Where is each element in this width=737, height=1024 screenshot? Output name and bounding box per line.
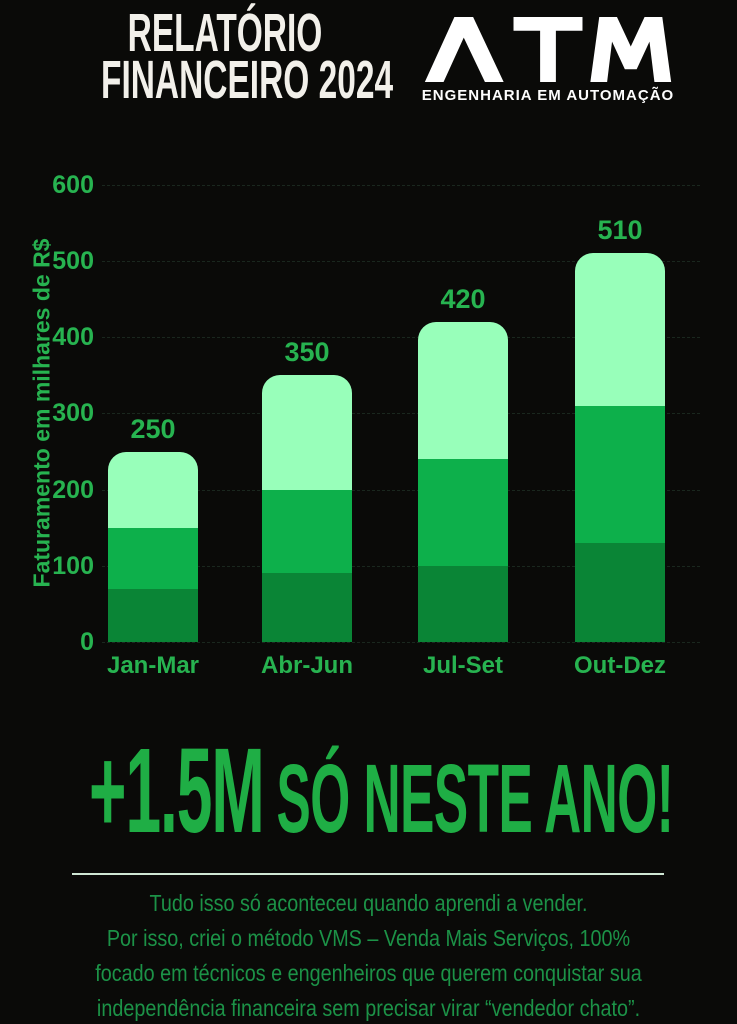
y-tick-label-500: 500 — [52, 247, 94, 275]
headline-value: +1.5M — [89, 722, 265, 858]
bar-chart: Faturamento em milhares de R$ 0 100 200 300… — [0, 160, 737, 685]
bar-segment-faixa-inferior-Jul-Set — [418, 565, 508, 642]
y-tick-label-0: 0 — [80, 628, 94, 656]
y-tick-label-200: 200 — [52, 475, 94, 504]
y-tick-label-300: 300 — [52, 399, 94, 428]
bar-segment-faixa-superior-Jul-Set — [418, 321, 508, 460]
bar-total-label-Out-Dez: 510 — [597, 215, 643, 246]
gridline-400 — [102, 337, 700, 339]
bar-total-label-Jan-Mar: 250 — [130, 413, 176, 444]
bar-segment-faixa-inferior-Out-Dez — [575, 542, 665, 642]
bar-segment-faixa-superior-Out-Dez — [575, 253, 665, 406]
y-tick-label-100: 100 — [52, 551, 94, 580]
bar-segment-faixa-inferior-Abr-Jun — [262, 573, 352, 642]
title-line-1: RELATÓRIO — [127, 3, 323, 63]
footer-paragraph: Tudo isso só aconteceu quando aprendi a … — [52, 886, 686, 1024]
headline: +1.5M SÓ NESTE ANO! — [0, 728, 737, 858]
company-logo: ENGENHARIA EM AUTOMAÇÃO — [420, 16, 676, 104]
gridline-300 — [102, 413, 700, 415]
bar-segment-faixa-superior-Jan-Mar — [108, 451, 198, 528]
page-title: RELATÓRIO FINANCEIRO 2024 — [25, 3, 425, 110]
footer-line-4: independência financeira sem precisar vi… — [96, 995, 641, 1021]
x-axis-label-Out-Dez: Out-Dez — [574, 652, 666, 679]
divider-line — [72, 873, 664, 875]
bar-segment-faixa-media-Jul-Set — [418, 459, 508, 566]
y-tick-label-400: 400 — [52, 323, 94, 352]
gridline-200 — [102, 489, 700, 491]
footer-line-1: Tudo isso só aconteceu quando aprendi a … — [149, 890, 588, 916]
bar-segment-faixa-media-Abr-Jun — [262, 489, 352, 574]
gridline-600 — [102, 184, 700, 186]
bar-segment-faixa-superior-Abr-Jun — [262, 375, 352, 490]
footer-line-2: Por isso, criei o método VMS – Venda Mai… — [106, 925, 631, 951]
bar-total-label-Abr-Jun: 350 — [284, 337, 330, 368]
bar-segment-faixa-media-Jan-Mar — [108, 527, 198, 589]
logo-tagline: ENGENHARIA EM AUTOMAÇÃO — [421, 87, 675, 104]
gridline-0 — [102, 642, 700, 643]
x-axis-label-Jul-Set: Jul-Set — [422, 652, 503, 679]
x-axis-label-Abr-Jun: Abr-Jun — [261, 652, 353, 679]
bar-segment-faixa-media-Out-Dez — [575, 405, 665, 543]
title-line-2: FINANCEIRO 2024 — [101, 50, 394, 110]
footer-line-3: focado em técnicos e engenheiros que que… — [95, 960, 642, 986]
gridline-100 — [102, 565, 700, 567]
atm-logo-icon — [424, 16, 672, 83]
gridline-500 — [102, 261, 700, 262]
bar-segment-faixa-inferior-Jan-Mar — [108, 588, 198, 642]
bar-total-label-Jul-Set: 420 — [440, 283, 486, 314]
headline-text: +1.5M SÓ NESTE ANO! — [89, 728, 674, 855]
y-tick-label-600: 600 — [52, 170, 94, 199]
headline-caption: SÓ NESTE ANO! — [276, 744, 674, 853]
x-axis-label-Jan-Mar: Jan-Mar — [106, 652, 200, 679]
